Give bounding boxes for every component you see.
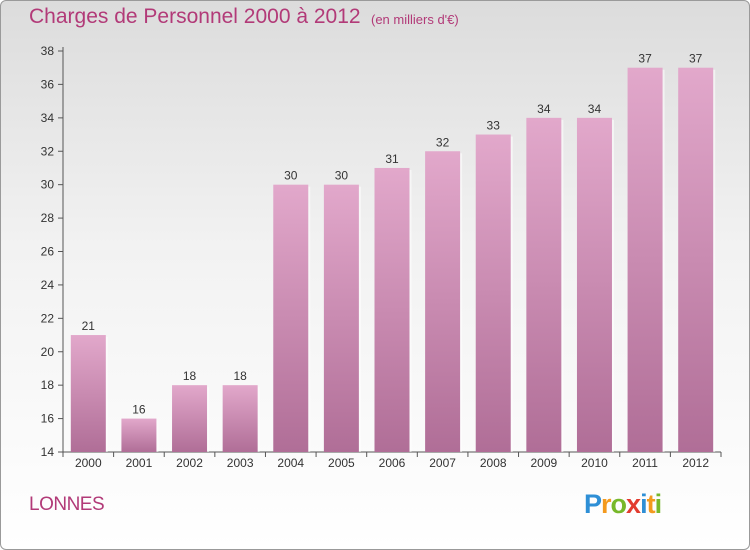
bar-value-label: 31 [385,152,399,166]
logo-letter: r [601,489,611,519]
bar [425,151,461,452]
logo-letter: i [654,489,662,519]
x-tick-label: 2000 [75,456,102,470]
bar-value-label: 21 [82,319,96,333]
bar [475,134,511,452]
bar [222,385,258,452]
x-tick-label: 2009 [530,456,557,470]
bar-value-label: 30 [284,169,298,183]
y-tick-label: 26 [41,245,55,259]
proxiti-logo: Proxiti [584,489,662,520]
bar-value-label: 33 [487,119,501,133]
y-tick-label: 20 [41,345,55,359]
x-tick-label: 2005 [328,456,355,470]
y-tick-label: 36 [41,77,55,91]
y-tick-label: 16 [41,412,55,426]
x-tick-label: 2004 [277,456,304,470]
logo-letter: i [640,489,647,519]
bar-value-label: 34 [537,102,551,116]
chart-title: Charges de Personnel 2000 à 2012 [29,5,361,28]
bar [172,385,208,452]
x-tick-label: 2012 [682,456,709,470]
x-tick-label: 2003 [227,456,254,470]
y-tick-label: 22 [41,311,55,325]
bar-value-label: 18 [183,369,197,383]
bar [627,67,663,452]
x-tick-label: 2008 [480,456,507,470]
logo-letter: o [610,489,627,519]
bar-value-label: 37 [689,52,703,66]
x-tick-label: 2007 [429,456,456,470]
bar [678,67,714,452]
x-tick-label: 2002 [176,456,203,470]
y-tick-label: 38 [41,44,55,58]
bar-value-label: 34 [588,102,602,116]
logo-letter: P [584,489,602,519]
x-tick-label: 2001 [126,456,153,470]
y-tick-label: 28 [41,211,55,225]
bar [576,117,612,452]
y-tick-label: 32 [41,144,55,158]
y-tick-label: 34 [41,111,55,125]
bar [323,184,359,452]
x-tick-label: 2011 [632,456,658,470]
bar-value-label: 37 [638,52,652,66]
bar-value-label: 30 [335,169,349,183]
commune-name: LONNES [29,494,105,515]
x-tick-label: 2006 [379,456,406,470]
bar [374,167,410,453]
logo-letter: t [646,489,656,519]
chart-subtitle: (en milliers d'€) [371,12,459,27]
y-tick-label: 24 [41,278,55,292]
bar-value-label: 16 [132,403,146,417]
bar [70,335,106,452]
y-tick-label: 14 [41,445,55,459]
bar [121,418,157,452]
bar [273,184,309,452]
y-tick-label: 18 [41,378,55,392]
y-tick-label: 30 [41,178,55,192]
bar-value-label: 18 [233,369,247,383]
logo-letter: x [626,489,641,519]
bar [526,117,562,452]
bar-value-label: 32 [436,135,450,149]
x-tick-label: 2010 [581,456,608,470]
